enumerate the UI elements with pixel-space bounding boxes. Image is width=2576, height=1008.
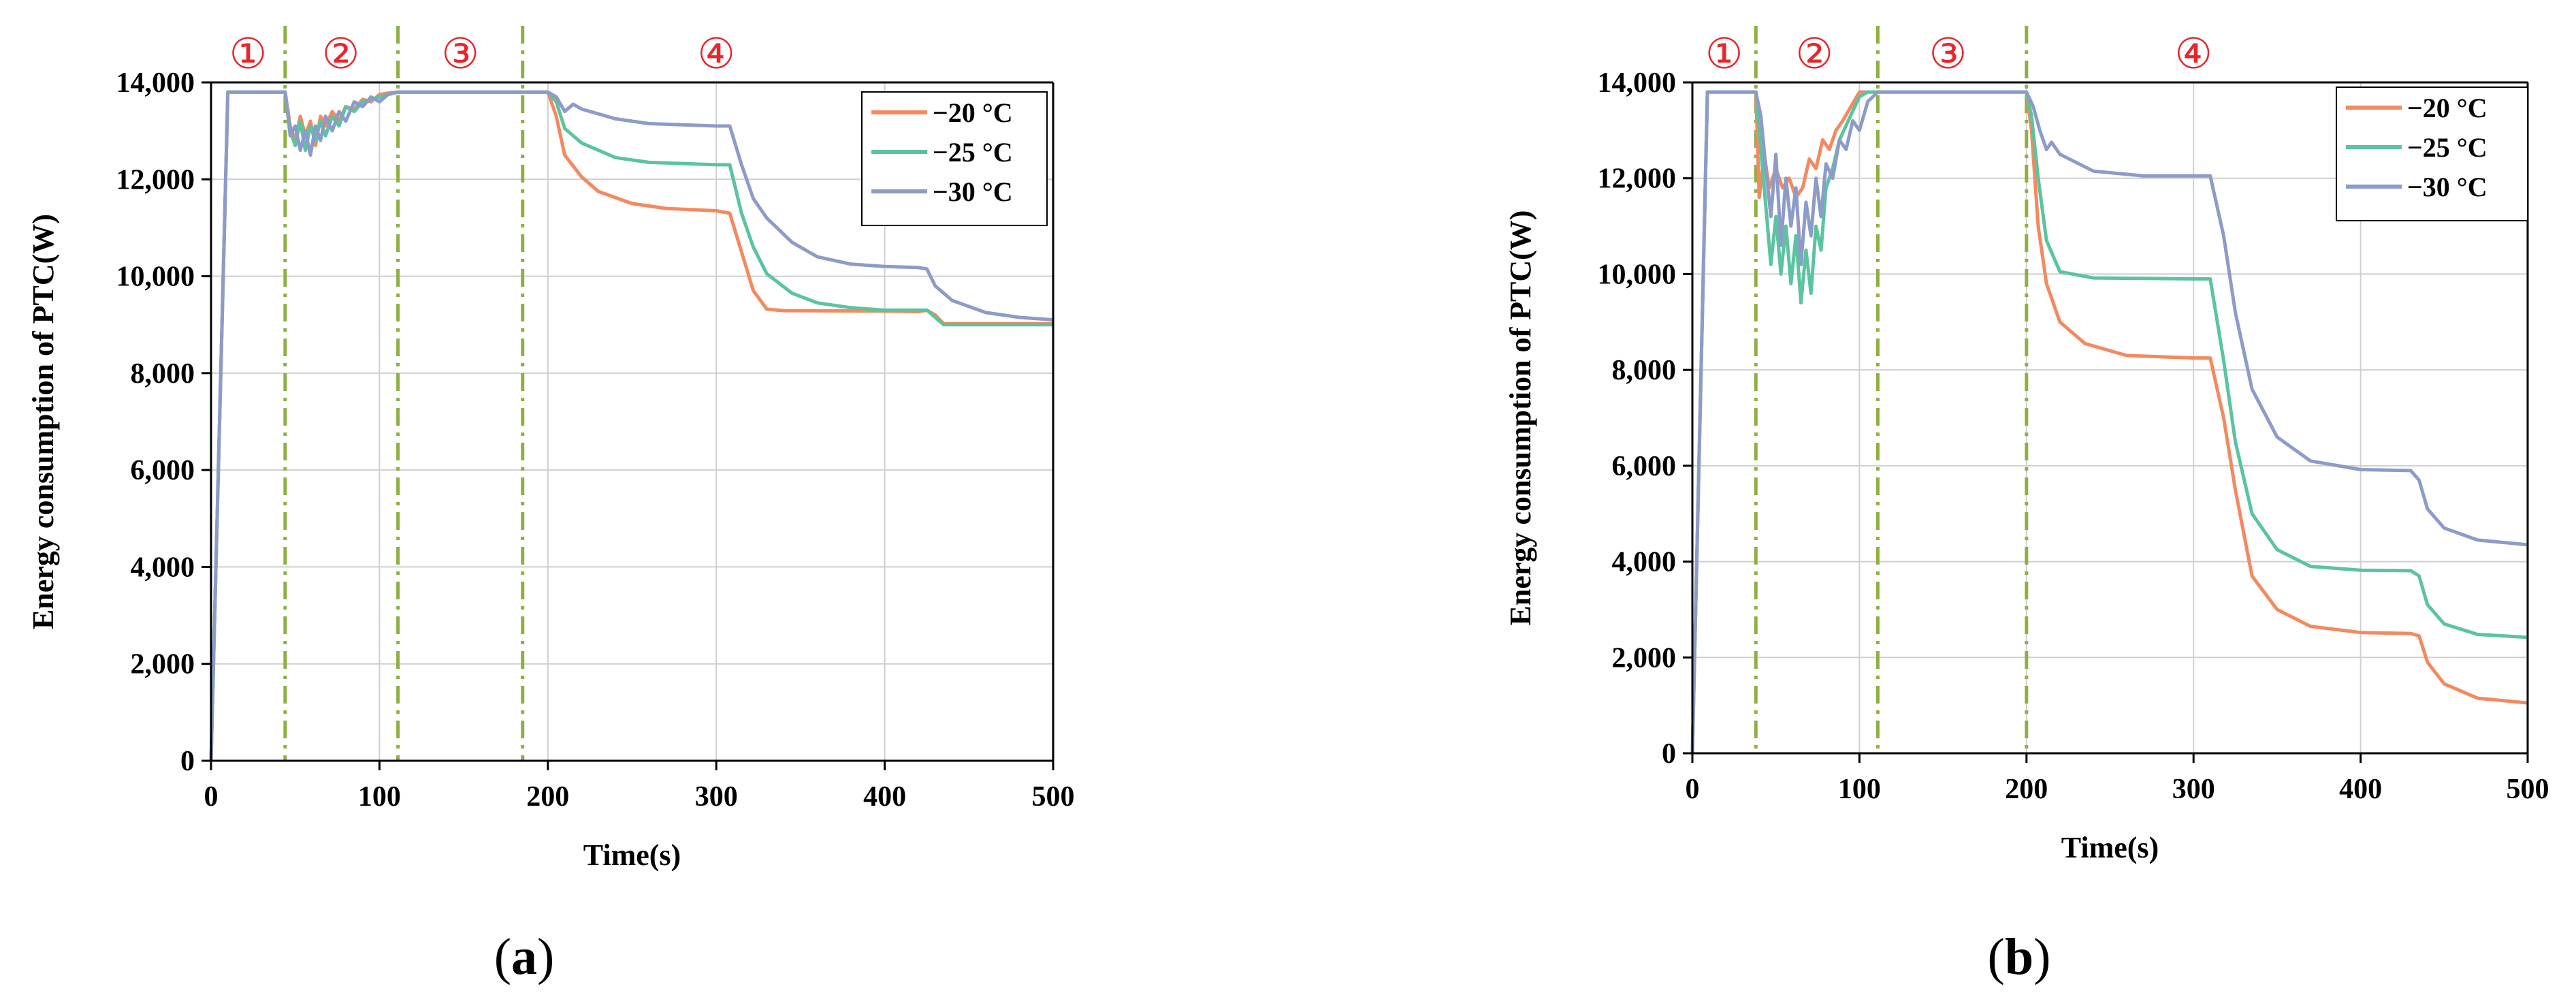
y-tick-label: 8,000	[1612, 355, 1677, 386]
legend-label: −25 °C	[933, 137, 1013, 168]
y-tick-label: 0	[1662, 738, 1676, 770]
y-tick-label: 8,000	[131, 358, 195, 390]
panel-label-letter: b	[2005, 928, 2033, 986]
y-axis-label: Energy consumption of PTC(W)	[1504, 210, 1537, 626]
y-tick-label: 6,000	[1612, 451, 1677, 482]
y-tick-label: 4,000	[1612, 547, 1677, 578]
y-tick-label: 2,000	[131, 649, 195, 680]
phase-marker: ③	[441, 31, 479, 78]
phase-marker: ①	[229, 31, 268, 78]
x-tick-label: 300	[695, 781, 738, 813]
y-tick-label: 0	[180, 746, 195, 777]
panel-label-letter: a	[511, 928, 537, 986]
x-tick-label: 100	[358, 781, 401, 813]
phase-marker: ②	[1795, 31, 1833, 78]
y-tick-label: 6,000	[131, 455, 195, 486]
x-tick-label: 0	[1686, 774, 1700, 805]
phase-marker: ④	[697, 31, 735, 78]
x-tick-label: 400	[863, 781, 906, 813]
x-tick-label: 500	[1032, 781, 1075, 813]
phase-marker: ②	[322, 31, 360, 78]
legend-label: −30 °C	[2407, 172, 2488, 202]
series-line-1	[1690, 90, 2528, 754]
x-tick-label: 200	[526, 781, 569, 813]
panel-label: (a)	[494, 928, 555, 986]
x-tick-label: 200	[2005, 774, 2048, 805]
panel-label-close: )	[537, 928, 554, 986]
x-tick-label: 100	[1838, 774, 1881, 805]
y-tick-label: 10,000	[1598, 259, 1677, 290]
y-axis-label: Energy consumption of PTC(W)	[27, 214, 60, 629]
x-axis-label: Time(s)	[2061, 831, 2159, 864]
y-tick-label: 12,000	[1598, 163, 1677, 195]
y-tick-label: 12,000	[116, 164, 195, 195]
phase-marker: ③	[1929, 31, 1967, 78]
legend-label: −20 °C	[933, 97, 1013, 128]
x-tick-label: 400	[2339, 774, 2382, 805]
panel-label-open: (	[1988, 928, 2005, 986]
x-tick-label: 500	[2507, 774, 2549, 805]
y-tick-label: 4,000	[131, 552, 195, 583]
panel-label-open: (	[494, 928, 511, 986]
y-tick-label: 14,000	[1598, 67, 1677, 99]
phase-marker: ①	[1705, 31, 1743, 78]
series-line-2	[209, 90, 1054, 761]
series-line-2	[1690, 90, 2528, 754]
legend-label: −20 °C	[2407, 93, 2488, 123]
panel-label: (b)	[1988, 928, 2051, 986]
x-tick-label: 0	[204, 781, 219, 813]
y-tick-label: 10,000	[116, 262, 195, 293]
chart-panel-b: ① ② ③ ④ 0 100 200 300 400 500 0 2,000 4,000 6,000 8,00…	[1504, 26, 2549, 986]
y-tick-label: 2,000	[1612, 642, 1677, 674]
phase-marker: ④	[2174, 31, 2212, 78]
chart-panel-a: ① ② ③ ④ 0 100 200 300 400 500 0 2,000 4,000 6,000 8,00…	[27, 26, 1075, 986]
y-tick-label: 14,000	[116, 67, 195, 99]
legend-label: −25 °C	[2407, 132, 2488, 163]
x-tick-label: 300	[2172, 774, 2215, 805]
legend-label: −30 °C	[933, 176, 1013, 207]
x-axis-label: Time(s)	[583, 838, 681, 872]
panel-label-close: )	[2033, 928, 2050, 986]
